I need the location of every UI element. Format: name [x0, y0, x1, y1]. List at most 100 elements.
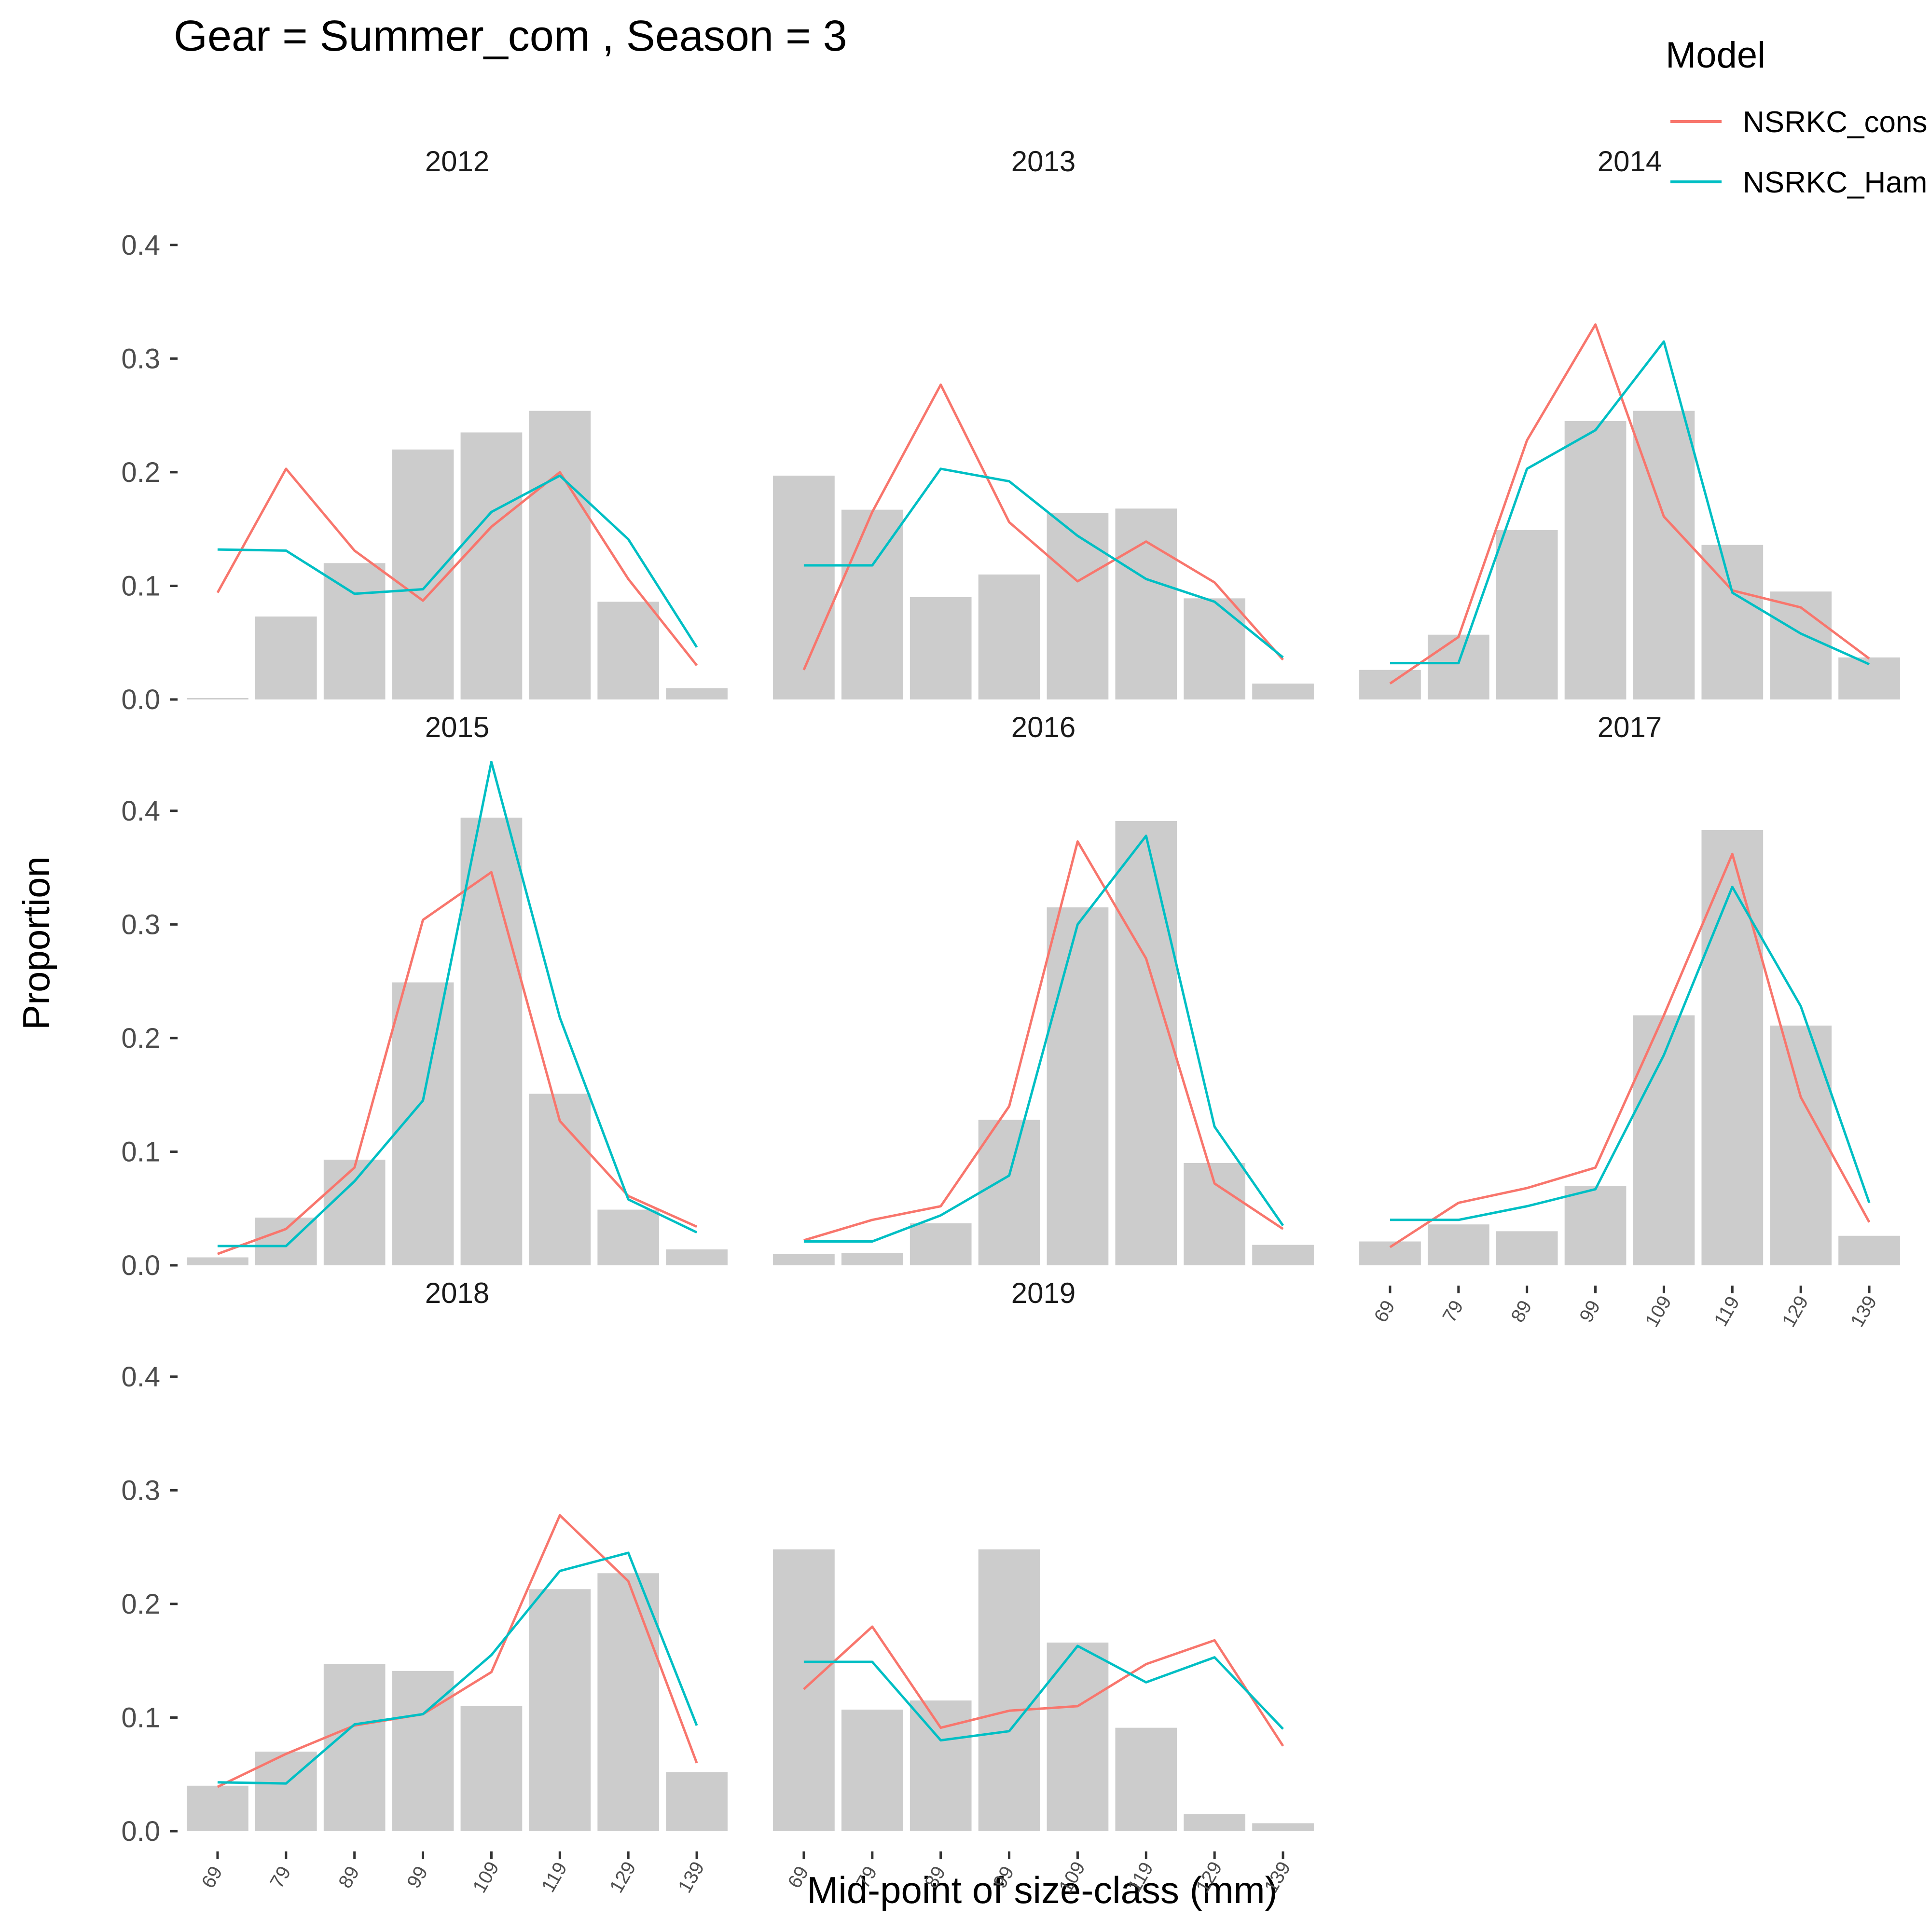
bar-observed	[1838, 1235, 1900, 1265]
y-tick-label: 0.4	[121, 795, 160, 827]
bar-observed	[597, 602, 660, 699]
series-line-NSRKC_cons	[1389, 323, 1870, 685]
bar-observed	[1701, 830, 1764, 1265]
facet-label: 2014	[1598, 145, 1662, 178]
bar-observed	[1770, 591, 1832, 699]
bar-observed	[1496, 530, 1558, 699]
bar-observed	[1564, 421, 1627, 699]
bar-observed	[255, 617, 317, 699]
x-tick-label: 129	[606, 1858, 640, 1897]
legend: Model NSRKC_cons NSRKC_Ham	[1666, 35, 1927, 199]
x-tick-label: 129	[1778, 1292, 1812, 1331]
bar-observed	[187, 1785, 248, 1831]
x-tick-label: 119	[538, 1859, 571, 1896]
bar-observed	[460, 432, 523, 699]
x-tick-label: 79	[266, 1863, 295, 1892]
bar-observed	[773, 475, 835, 699]
bar-observed	[1838, 657, 1900, 699]
bar-observed	[1047, 513, 1109, 699]
series-line-NSRKC_cons	[803, 1625, 1284, 1747]
bar-observed	[1701, 545, 1764, 699]
bar-observed	[529, 411, 591, 699]
series-line-NSRKC_Ham	[217, 474, 698, 648]
bar-observed	[597, 1573, 660, 1831]
series-line-NSRKC_Ham	[217, 761, 698, 1247]
facet-panel-2016: 2016	[773, 711, 1314, 1265]
bar-observed	[392, 449, 454, 699]
legend-label: NSRKC_Ham	[1743, 166, 1927, 199]
x-tick-label: 99	[1575, 1297, 1604, 1326]
chart-title: Gear = Summer_com , Season = 3	[174, 12, 847, 60]
bar-observed	[773, 1549, 835, 1831]
bar-observed	[187, 1257, 248, 1265]
bar-observed	[910, 597, 972, 699]
facet-label: 2016	[1011, 711, 1075, 743]
x-tick-label: 119	[1710, 1293, 1744, 1330]
bar-observed	[1359, 670, 1421, 699]
x-tick-label: 69	[1370, 1297, 1399, 1326]
x-tick-label: 139	[674, 1858, 708, 1897]
y-tick-label: 0.2	[121, 1589, 160, 1620]
bar-observed	[666, 1249, 728, 1265]
x-axis-title: Mid-point of size-class (mm)	[807, 1869, 1277, 1911]
y-tick-label: 0.0	[121, 1816, 160, 1847]
facet-label: 2015	[425, 711, 489, 743]
series-line-NSRKC_Ham	[1390, 340, 1870, 666]
x-tick-label: 109	[1641, 1292, 1675, 1331]
facet-label: 2012	[425, 145, 489, 178]
bar-observed	[1184, 598, 1246, 699]
y-tick-label: 0.0	[121, 684, 160, 715]
y-tick-label: 0.3	[121, 909, 160, 940]
x-tick-label: 89	[1507, 1297, 1536, 1326]
y-tick-label: 0.3	[121, 1475, 160, 1506]
bar-observed	[841, 1253, 903, 1265]
y-tick-label: 0.3	[121, 343, 160, 374]
bar-observed	[666, 1772, 728, 1831]
series-line-NSRKC_Ham	[217, 1551, 698, 1785]
series-line-NSRKC_cons	[217, 1514, 698, 1788]
y-tick-label: 0.2	[121, 457, 160, 488]
bar-observed	[1047, 907, 1109, 1265]
facet-label: 2017	[1598, 711, 1662, 743]
bar-observed	[1359, 1241, 1421, 1265]
bar-observed	[978, 574, 1040, 699]
y-tick-label: 0.0	[121, 1250, 160, 1281]
x-tick-label: 139	[1847, 1292, 1881, 1331]
bar-observed	[392, 982, 454, 1265]
bar-observed	[1115, 508, 1177, 699]
series-line-NSRKC_cons	[216, 467, 698, 666]
x-tick-label: 89	[334, 1863, 363, 1892]
bar-observed	[1047, 1642, 1109, 1831]
bar-observed	[1184, 1163, 1246, 1265]
facet-panel-2018: 2018 0.0 0.1 0.2 0.3 0.4 69 79 89 99 109 119 129 139	[121, 1277, 728, 1896]
y-tick-label: 0.4	[121, 230, 160, 261]
bar-observed	[910, 1700, 972, 1831]
bar-observed	[1184, 1814, 1246, 1831]
y-tick-label: 0.1	[121, 570, 160, 602]
bar-observed	[978, 1120, 1040, 1265]
bar-observed	[1770, 1025, 1832, 1265]
facet-panel-2015: 2015 0.0 0.1 0.2 0.3 0.4	[121, 711, 728, 1281]
series-line-NSRKC_cons	[217, 871, 698, 1255]
bar-observed	[323, 1159, 386, 1265]
y-tick-label: 0.2	[121, 1023, 160, 1054]
bar-observed	[1252, 684, 1314, 699]
bar-observed	[910, 1223, 972, 1265]
series-line-NSRKC_Ham	[803, 1644, 1284, 1742]
bar-observed	[187, 698, 248, 699]
bar-observed	[841, 509, 903, 699]
bar-observed	[1496, 1231, 1558, 1265]
series-line-NSRKC_Ham	[803, 835, 1284, 1243]
bar-observed	[460, 817, 523, 1265]
bar-observed	[1427, 1224, 1489, 1265]
series-line-NSRKC_Ham	[1390, 886, 1871, 1221]
x-tick-label: 109	[469, 1858, 503, 1897]
bar-observed	[1252, 1823, 1314, 1831]
legend-title: Model	[1666, 35, 1765, 76]
facet-label: 2019	[1011, 1277, 1075, 1309]
series-line-NSRKC_Ham	[803, 467, 1284, 658]
bar-observed	[460, 1706, 523, 1831]
bar-observed	[323, 563, 386, 699]
